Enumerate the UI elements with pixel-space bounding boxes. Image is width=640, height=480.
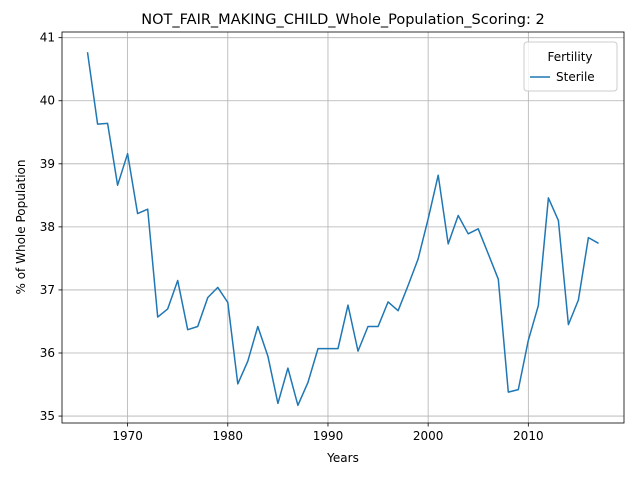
y-axis-title: % of Whole Population [14, 160, 28, 295]
y-tick-label: 36 [40, 346, 55, 360]
x-tick-label: 2010 [513, 429, 544, 443]
legend-entry-sterile: Sterile [556, 70, 595, 84]
y-tick-label: 35 [40, 409, 55, 423]
x-tick-label: 1990 [313, 429, 344, 443]
legend: Fertility Sterile [523, 41, 618, 92]
y-tick-label: 38 [40, 220, 55, 234]
y-tick-label: 41 [40, 31, 55, 45]
y-tick-label: 39 [40, 157, 55, 171]
legend-title: Fertility [547, 50, 592, 64]
chart-title: NOT_FAIR_MAKING_CHILD_Whole_Population_S… [141, 12, 544, 28]
x-tick-label: 2000 [413, 429, 444, 443]
plot-area-frame [61, 31, 625, 424]
legend-box [523, 41, 618, 92]
x-axis-title: Years [326, 451, 359, 465]
axis-ticks: 1970 1980 1990 2000 2010 35 36 37 38 39 40 41 [40, 31, 544, 443]
y-tick-label: 37 [40, 283, 55, 297]
y-tick-label: 40 [40, 94, 55, 108]
series-line-sterile [86, 52, 599, 407]
x-tick-label: 1980 [213, 429, 244, 443]
x-tick-label: 1970 [112, 429, 143, 443]
series-layer [86, 52, 599, 407]
